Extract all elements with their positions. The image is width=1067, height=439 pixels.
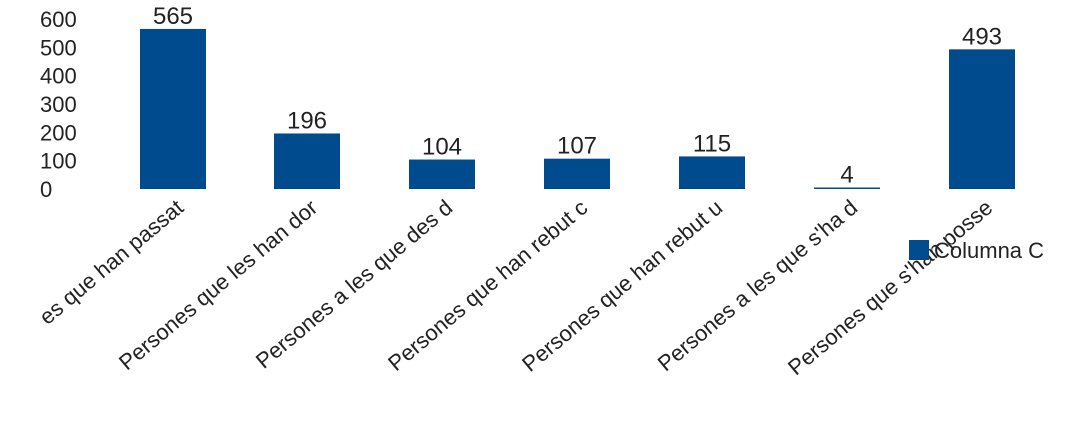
data-label: 196 [287,107,327,134]
bar [814,187,880,189]
data-label: 565 [153,3,193,30]
y-tick-label: 600 [40,7,77,32]
bar [274,133,340,189]
legend: Columna C [909,238,1044,263]
bars [140,28,1015,189]
category-label: es que han passat [34,195,188,330]
legend-label: Columna C [934,238,1044,263]
y-tick-label: 200 [40,120,77,145]
data-label: 107 [557,133,597,160]
data-label: 493 [962,23,1002,50]
y-tick-label: 0 [40,177,52,202]
bar [679,156,745,189]
bar [409,159,475,189]
y-axis: 0 100 200 300 400 500 600 [40,7,77,202]
data-label: 104 [422,134,462,161]
y-tick-label: 300 [40,92,77,117]
legend-swatch [909,240,929,260]
y-tick-label: 500 [40,35,77,60]
y-tick-label: 400 [40,64,77,89]
data-label: 4 [840,162,853,189]
bar [140,28,206,189]
y-tick-label: 100 [40,149,77,174]
bar [949,49,1015,189]
data-labels: 565 196 104 107 115 4 493 [153,3,1002,189]
data-label: 115 [693,130,731,157]
bar [544,158,610,189]
